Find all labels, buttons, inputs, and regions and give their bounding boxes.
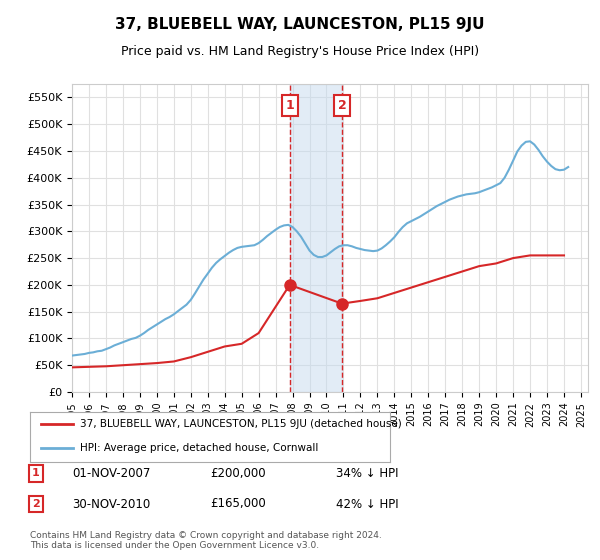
Text: 2: 2	[32, 499, 40, 509]
Text: 1: 1	[286, 99, 294, 112]
Text: HPI: Average price, detached house, Cornwall: HPI: Average price, detached house, Corn…	[80, 443, 319, 453]
Text: £165,000: £165,000	[210, 497, 266, 511]
Text: 30-NOV-2010: 30-NOV-2010	[72, 497, 150, 511]
Text: 37, BLUEBELL WAY, LAUNCESTON, PL15 9JU (detached house): 37, BLUEBELL WAY, LAUNCESTON, PL15 9JU (…	[80, 419, 402, 429]
Text: 2: 2	[338, 99, 346, 112]
Text: 01-NOV-2007: 01-NOV-2007	[72, 466, 151, 480]
Text: Contains HM Land Registry data © Crown copyright and database right 2024.
This d: Contains HM Land Registry data © Crown c…	[30, 530, 382, 550]
Text: £200,000: £200,000	[210, 466, 266, 480]
Text: 42% ↓ HPI: 42% ↓ HPI	[336, 497, 398, 511]
Text: Price paid vs. HM Land Registry's House Price Index (HPI): Price paid vs. HM Land Registry's House …	[121, 45, 479, 58]
Text: 34% ↓ HPI: 34% ↓ HPI	[336, 466, 398, 480]
Text: 1: 1	[32, 468, 40, 478]
Text: 37, BLUEBELL WAY, LAUNCESTON, PL15 9JU: 37, BLUEBELL WAY, LAUNCESTON, PL15 9JU	[115, 17, 485, 32]
Bar	[290, 84, 342, 392]
